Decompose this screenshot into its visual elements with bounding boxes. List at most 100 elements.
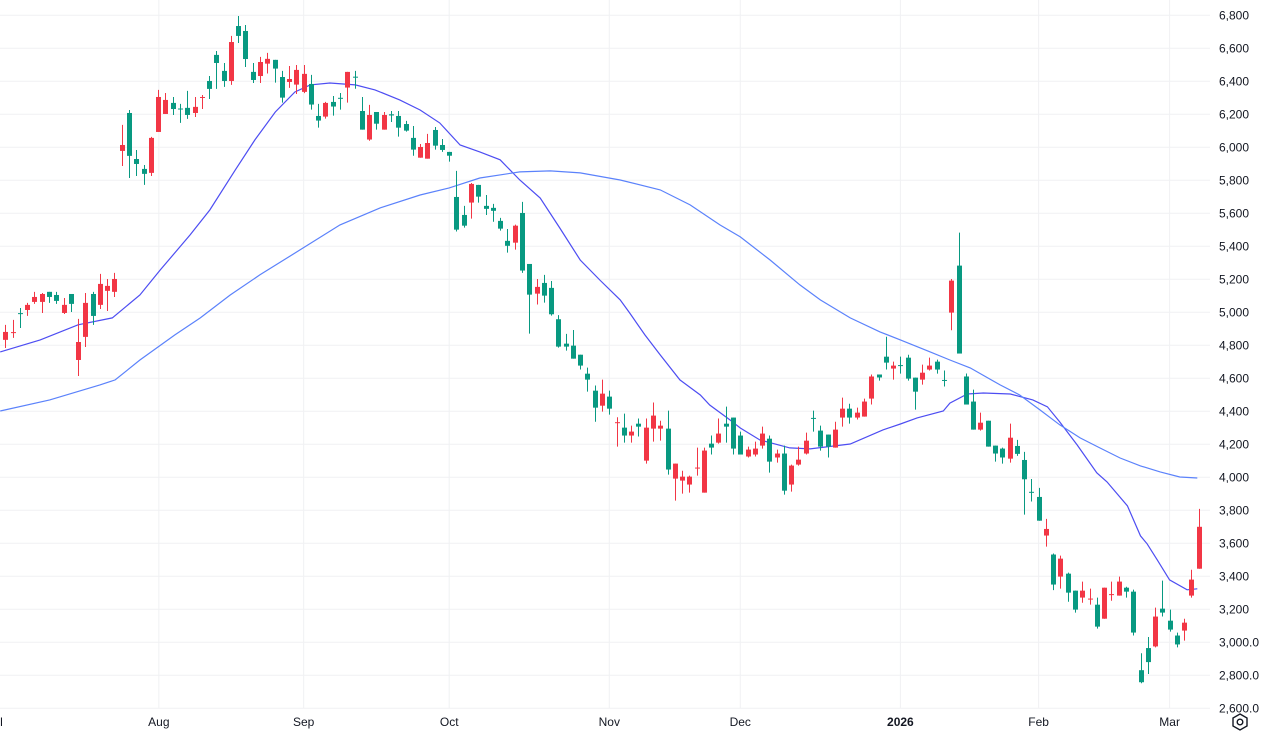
- candle-body: [1131, 591, 1136, 633]
- candle: [505, 228, 510, 253]
- candle-body: [585, 373, 590, 380]
- candle-body: [185, 107, 190, 115]
- candle-body: [294, 69, 299, 85]
- candle-body: [214, 54, 219, 63]
- candle: [753, 441, 758, 457]
- candle: [585, 367, 590, 392]
- candle: [666, 410, 671, 475]
- y-tick-label: 6,400: [1219, 74, 1249, 88]
- candle: [91, 291, 96, 325]
- candle: [440, 139, 445, 152]
- candle-body: [746, 449, 751, 457]
- candle: [1189, 569, 1194, 598]
- candle-body: [142, 168, 147, 174]
- y-tick-label: 4,000: [1219, 470, 1249, 484]
- candle: [644, 418, 649, 464]
- moving-average-lines: [0, 82, 1198, 591]
- candle-body: [163, 99, 168, 114]
- candle: [1175, 632, 1180, 648]
- y-tick-label: 5,600: [1219, 206, 1249, 220]
- candle-body: [833, 429, 838, 448]
- candle-body: [171, 102, 176, 110]
- x-tick-label: Sep: [293, 715, 315, 729]
- candle-body: [280, 77, 285, 98]
- candle: [498, 217, 503, 231]
- candle-body: [229, 42, 234, 81]
- candle: [1066, 572, 1071, 602]
- candle: [83, 292, 88, 347]
- candle-body: [323, 102, 328, 117]
- candle: [811, 410, 816, 432]
- candle: [1131, 589, 1136, 636]
- candle-body: [520, 212, 525, 271]
- candle-body: [862, 401, 867, 417]
- candle-body: [651, 415, 656, 429]
- candle: [622, 413, 627, 443]
- candle-body: [818, 430, 823, 447]
- price-axis[interactable]: 6,800 6,600 6,400 6,200 6,000 5,800 5,600 5,400…: [1219, 8, 1259, 715]
- candle: [862, 398, 867, 417]
- candle-body: [404, 124, 409, 131]
- y-tick-label: 4,800: [1219, 338, 1249, 352]
- y-tick-label: 5,000: [1219, 305, 1249, 319]
- candle: [542, 274, 547, 303]
- candle-body: [382, 114, 387, 130]
- y-tick-label: 6,800: [1219, 8, 1249, 22]
- candle-body: [40, 293, 45, 302]
- y-tick-label: 3,600: [1219, 536, 1249, 550]
- y-tick-label: 4,600: [1219, 371, 1249, 385]
- candle: [833, 421, 838, 448]
- candle-body: [367, 114, 372, 140]
- candle-body: [1117, 581, 1122, 596]
- candle: [709, 435, 714, 455]
- candle-body: [98, 283, 103, 305]
- candle: [3, 324, 8, 348]
- candle: [986, 420, 991, 447]
- y-tick-label: 6,000: [1219, 140, 1249, 154]
- candle-body: [1124, 587, 1129, 592]
- x-tick-label: Mar: [1159, 715, 1180, 729]
- candle: [112, 272, 117, 297]
- candle-body: [760, 433, 765, 446]
- candle-body: [476, 184, 481, 197]
- candle-body: [695, 467, 700, 469]
- candle-body: [149, 137, 154, 173]
- candle-body: [1088, 598, 1093, 600]
- time-axis[interactable]: Jul Aug Sep Oct Nov Dec 2026 Feb Mar: [0, 715, 1180, 729]
- candle: [374, 111, 379, 130]
- candle: [454, 170, 459, 232]
- candle-body: [1022, 459, 1027, 480]
- candle: [724, 406, 729, 443]
- candle-body: [1182, 622, 1187, 631]
- candle-body: [1037, 496, 1042, 521]
- candle-body: [302, 73, 307, 92]
- candle-body: [491, 207, 496, 211]
- candle: [1102, 587, 1107, 619]
- candle: [1124, 586, 1129, 598]
- candle: [593, 385, 598, 422]
- chart-settings-button[interactable]: [1230, 712, 1250, 732]
- candle-body: [935, 361, 940, 370]
- candle-body: [927, 365, 932, 370]
- candle-body: [636, 423, 641, 427]
- candle-body: [906, 357, 911, 379]
- candle: [913, 377, 918, 410]
- candle-body: [69, 293, 74, 304]
- candle: [615, 417, 620, 447]
- y-tick-label: 2,600.0: [1219, 701, 1259, 715]
- candle-body: [25, 304, 30, 310]
- candle: [760, 426, 765, 449]
- y-tick-label: 3,400: [1219, 569, 1249, 583]
- x-tick-label: Jul: [0, 715, 3, 729]
- candle-body: [1080, 590, 1085, 598]
- candle: [1168, 609, 1173, 632]
- candle-body: [440, 144, 445, 150]
- candle: [1051, 553, 1056, 591]
- candle-body: [251, 71, 256, 80]
- candle-body: [120, 144, 125, 151]
- candle-body: [869, 376, 874, 399]
- candle-body: [236, 26, 241, 36]
- candle-body: [600, 393, 605, 406]
- candle: [382, 111, 387, 130]
